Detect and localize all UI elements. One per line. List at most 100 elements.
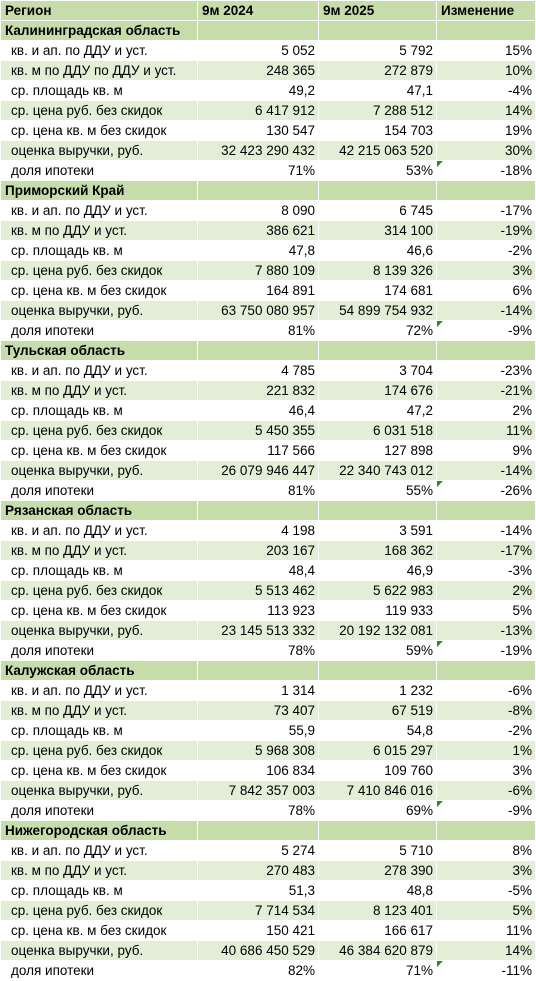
metric-cell[interactable]: ср. цена кв. м без скидок [0, 920, 198, 941]
region-header-empty-cell[interactable] [436, 820, 536, 841]
metric-cell[interactable]: ср. цена руб. без скидок [0, 740, 198, 761]
value-2024-cell[interactable]: 1 314 [197, 680, 319, 701]
value-2024-cell[interactable]: 4 198 [197, 520, 319, 541]
metric-cell[interactable]: кв. и ап. по ДДУ и уст. [0, 840, 198, 861]
value-2025-cell[interactable]: 67 519 [318, 700, 437, 721]
value-2024-cell[interactable]: 5 513 462 [197, 580, 319, 601]
value-2024-cell[interactable]: 78% [197, 640, 319, 661]
value-2025-cell[interactable]: 54,8 [318, 720, 437, 741]
change-cell[interactable]: 2% [436, 580, 536, 601]
change-cell[interactable]: 19% [436, 120, 536, 141]
value-2025-cell[interactable]: 72% [318, 320, 437, 341]
change-cell[interactable]: 30% [436, 140, 536, 161]
region-header-empty-cell[interactable] [436, 660, 536, 681]
change-cell[interactable]: 14% [436, 940, 536, 961]
change-cell[interactable]: -17% [436, 540, 536, 561]
value-2025-cell[interactable]: 174 681 [318, 280, 437, 301]
value-2024-cell[interactable]: 7 714 534 [197, 900, 319, 921]
value-2024-cell[interactable]: 7 880 109 [197, 260, 319, 281]
region-name[interactable]: Рязанская область [0, 500, 198, 521]
value-2025-cell[interactable]: 127 898 [318, 440, 437, 461]
value-2025-cell[interactable]: 46,6 [318, 240, 437, 261]
value-2024-cell[interactable]: 270 483 [197, 860, 319, 881]
region-name[interactable]: Калининградская область [0, 20, 198, 41]
value-2025-cell[interactable]: 5 792 [318, 40, 437, 61]
metric-cell[interactable]: оценка выручки, руб. [0, 780, 198, 801]
value-2025-cell[interactable]: 119 933 [318, 600, 437, 621]
region-header-empty-cell[interactable] [318, 340, 437, 361]
change-cell[interactable]: -19% [436, 220, 536, 241]
change-cell[interactable]: -13% [436, 620, 536, 641]
change-cell[interactable]: 3% [436, 860, 536, 881]
metric-cell[interactable]: кв. и ап. по ДДУ и уст. [0, 40, 198, 61]
value-2025-cell[interactable]: 278 390 [318, 860, 437, 881]
metric-cell[interactable]: ср. площадь кв. м [0, 80, 198, 101]
value-2025-cell[interactable]: 272 879 [318, 60, 437, 81]
value-2024-cell[interactable]: 48,4 [197, 560, 319, 581]
value-2025-cell[interactable]: 53% [318, 160, 437, 181]
value-2024-cell[interactable]: 4 785 [197, 360, 319, 381]
metric-cell[interactable]: доля ипотеки [0, 800, 198, 821]
metric-cell[interactable]: ср. цена кв. м без скидок [0, 600, 198, 621]
value-2025-cell[interactable]: 109 760 [318, 760, 437, 781]
value-2024-cell[interactable]: 150 421 [197, 920, 319, 941]
change-cell[interactable]: -5% [436, 880, 536, 901]
region-header-empty-cell[interactable] [197, 20, 319, 41]
metric-cell[interactable]: ср. площадь кв. м [0, 400, 198, 421]
metric-cell[interactable]: кв. и ап. по ДДУ и уст. [0, 360, 198, 381]
value-2025-cell[interactable]: 59% [318, 640, 437, 661]
region-header-empty-cell[interactable] [318, 20, 437, 41]
metric-cell[interactable]: ср. цена кв. м без скидок [0, 440, 198, 461]
metric-cell[interactable]: ср. цена руб. без скидок [0, 100, 198, 121]
change-cell[interactable]: -4% [436, 80, 536, 101]
value-2025-cell[interactable]: 3 704 [318, 360, 437, 381]
change-cell[interactable]: 2% [436, 400, 536, 421]
region-header-empty-cell[interactable] [318, 660, 437, 681]
metric-cell[interactable]: кв. м по ДДУ и уст. [0, 700, 198, 721]
change-cell[interactable]: 1% [436, 740, 536, 761]
region-header-empty-cell[interactable] [197, 820, 319, 841]
value-2025-cell[interactable]: 42 215 063 520 [318, 140, 437, 161]
value-2024-cell[interactable]: 130 547 [197, 120, 319, 141]
value-2024-cell[interactable]: 386 621 [197, 220, 319, 241]
column-header-9m-2025[interactable]: 9м 2025 [318, 0, 437, 21]
change-cell[interactable]: -11% [436, 960, 536, 981]
value-2025-cell[interactable]: 7 410 846 016 [318, 780, 437, 801]
metric-cell[interactable]: ср. цена кв. м без скидок [0, 120, 198, 141]
metric-cell[interactable]: доля ипотеки [0, 480, 198, 501]
metric-cell[interactable]: ср. площадь кв. м [0, 880, 198, 901]
value-2025-cell[interactable]: 48,8 [318, 880, 437, 901]
change-cell[interactable]: -6% [436, 780, 536, 801]
metric-cell[interactable]: доля ипотеки [0, 640, 198, 661]
value-2025-cell[interactable]: 6 745 [318, 200, 437, 221]
value-2025-cell[interactable]: 314 100 [318, 220, 437, 241]
value-2024-cell[interactable]: 73 407 [197, 700, 319, 721]
region-header-empty-cell[interactable] [318, 500, 437, 521]
metric-cell[interactable]: оценка выручки, руб. [0, 460, 198, 481]
change-cell[interactable]: -19% [436, 640, 536, 661]
value-2025-cell[interactable]: 166 617 [318, 920, 437, 941]
region-header-empty-cell[interactable] [318, 820, 437, 841]
value-2025-cell[interactable]: 20 192 132 081 [318, 620, 437, 641]
metric-cell[interactable]: кв. и ап. по ДДУ и уст. [0, 200, 198, 221]
metric-cell[interactable]: доля ипотеки [0, 160, 198, 181]
value-2024-cell[interactable]: 203 167 [197, 540, 319, 561]
metric-cell[interactable]: оценка выручки, руб. [0, 940, 198, 961]
value-2024-cell[interactable]: 113 923 [197, 600, 319, 621]
change-cell[interactable]: -14% [436, 520, 536, 541]
value-2025-cell[interactable]: 69% [318, 800, 437, 821]
metric-cell[interactable]: ср. площадь кв. м [0, 240, 198, 261]
metric-cell[interactable]: ср. цена руб. без скидок [0, 900, 198, 921]
value-2024-cell[interactable]: 106 834 [197, 760, 319, 781]
region-name[interactable]: Приморский Край [0, 180, 198, 201]
value-2025-cell[interactable]: 154 703 [318, 120, 437, 141]
value-2024-cell[interactable]: 5 274 [197, 840, 319, 861]
change-cell[interactable]: -9% [436, 320, 536, 341]
value-2024-cell[interactable]: 164 891 [197, 280, 319, 301]
value-2024-cell[interactable]: 81% [197, 320, 319, 341]
value-2024-cell[interactable]: 55,9 [197, 720, 319, 741]
region-name[interactable]: Нижегородская область [0, 820, 198, 841]
change-cell[interactable]: 8% [436, 840, 536, 861]
value-2025-cell[interactable]: 174 676 [318, 380, 437, 401]
region-header-empty-cell[interactable] [197, 340, 319, 361]
